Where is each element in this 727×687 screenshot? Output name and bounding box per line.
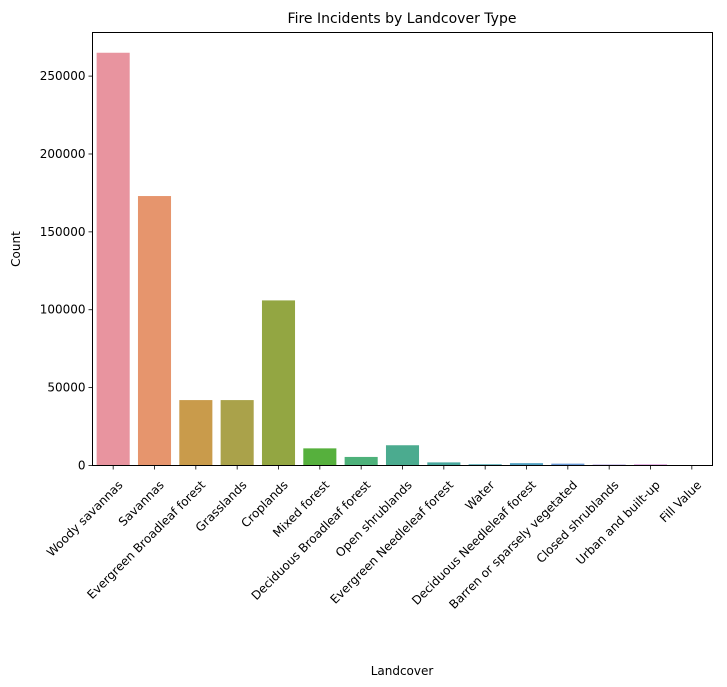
bar-7 <box>385 445 420 466</box>
bar-13 <box>633 464 668 466</box>
bar-2 <box>179 400 213 466</box>
chart-title: Fire Incidents by Landcover Type <box>288 11 517 27</box>
bar-0 <box>96 52 130 466</box>
bar-8 <box>427 462 461 466</box>
y-axis: 0 50000 100000 150000 200000 250000 <box>40 69 93 473</box>
bar-11 <box>551 463 585 466</box>
bar-10 <box>509 463 544 466</box>
bar-3 <box>220 400 254 466</box>
y-tick-label-1: 50000 <box>47 381 85 395</box>
x-tick-label-14: Fill Value <box>657 478 704 525</box>
bar-5 <box>303 448 337 466</box>
x-tick-label-7: Open shrublands <box>333 478 415 560</box>
x-tick-label-9: Water <box>463 478 498 513</box>
bars-group <box>96 52 668 466</box>
bar-6 <box>344 456 378 466</box>
y-axis-label: Count <box>9 231 23 267</box>
x-tick-label-13: Urban and built-up <box>573 478 663 568</box>
bar-1 <box>137 196 172 466</box>
y-tick-label-2: 100000 <box>40 303 86 317</box>
y-tick-label-3: 150000 <box>40 225 86 239</box>
x-tick-label-0: Woody savannas <box>44 478 126 560</box>
bar-4 <box>261 300 296 466</box>
bar-9 <box>468 464 502 466</box>
y-tick-label-4: 200000 <box>40 147 86 161</box>
x-axis-label: Landcover <box>371 664 434 678</box>
y-tick-label-5: 250000 <box>40 69 86 83</box>
y-tick-label-0: 0 <box>78 459 86 473</box>
plot-frame <box>92 32 713 466</box>
